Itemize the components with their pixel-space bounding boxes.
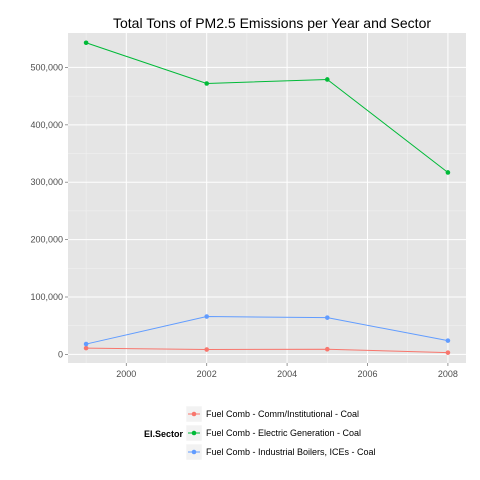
legend-label: Fuel Comb - Industrial Boilers, ICEs - C… bbox=[206, 447, 376, 457]
legend-key-point bbox=[191, 430, 197, 436]
y-tick-label: 300,000 bbox=[30, 177, 63, 187]
series-0-point bbox=[445, 350, 451, 355]
series-2-point bbox=[83, 341, 89, 347]
x-tick-label: 2004 bbox=[277, 369, 297, 379]
series-line-1 bbox=[85, 42, 449, 173]
series-2-point bbox=[445, 338, 451, 343]
series-0-point bbox=[325, 346, 330, 352]
x-axis: 2000 2002 2004 2006 2008 bbox=[116, 363, 458, 379]
series-line-0 bbox=[86, 347, 448, 354]
series-0-point bbox=[83, 345, 89, 351]
x-tick-label: 2006 bbox=[357, 369, 377, 379]
y-tick-label: 0 bbox=[58, 349, 63, 359]
series-1-point bbox=[204, 81, 209, 86]
legend-label: Fuel Comb - Comm/Institutional - Coal bbox=[206, 409, 359, 419]
legend: EI.Sector Fuel Comb - Comm/Institutional… bbox=[144, 405, 376, 461]
series-1-point bbox=[325, 77, 330, 82]
minor-gridlines bbox=[68, 33, 466, 363]
series-layer bbox=[83, 40, 451, 355]
legend-items: Fuel Comb - Comm/Institutional - Coal Fue… bbox=[185, 405, 376, 461]
series-2-point bbox=[204, 314, 209, 319]
x-tick-label: 2002 bbox=[197, 369, 217, 379]
y-tick-label: 500,000 bbox=[30, 62, 63, 72]
y-tick-label: 100,000 bbox=[30, 292, 63, 302]
legend-label: Fuel Comb - Electric Generation - Coal bbox=[206, 428, 361, 438]
series-2-point bbox=[325, 315, 330, 320]
x-tick-label: 2008 bbox=[438, 369, 458, 379]
y-tick-label: 400,000 bbox=[30, 120, 63, 130]
series-1-point bbox=[445, 170, 451, 175]
legend-key-point bbox=[191, 411, 197, 417]
legend-title: EI.Sector bbox=[144, 429, 184, 439]
series-1-point bbox=[83, 40, 89, 46]
y-tick-label: 200,000 bbox=[30, 235, 63, 245]
x-tick-label: 2000 bbox=[116, 369, 136, 379]
major-gridlines bbox=[68, 33, 466, 363]
y-axis: 0 100,000 200,000 300,000 400,000 500,000 bbox=[30, 62, 68, 359]
series-0-point bbox=[204, 347, 209, 352]
chart-title: Total Tons of PM2.5 Emissions per Year a… bbox=[113, 15, 431, 31]
legend-key-point bbox=[191, 449, 197, 455]
series-line-2 bbox=[85, 316, 449, 345]
plot-panel bbox=[68, 33, 466, 363]
